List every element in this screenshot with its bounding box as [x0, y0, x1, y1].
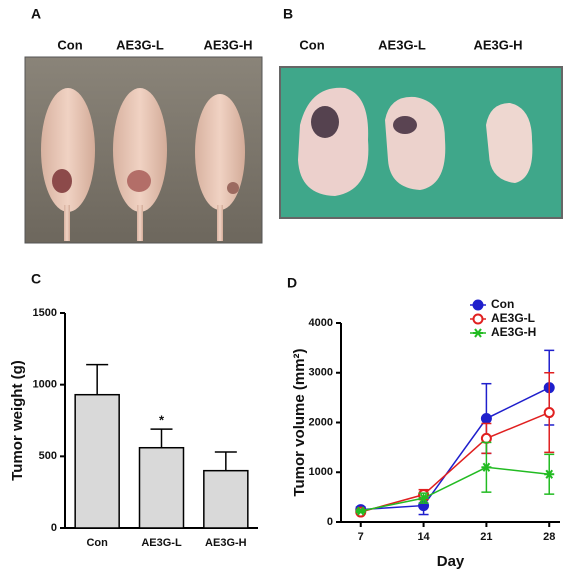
y-tick-label: 0: [327, 516, 333, 528]
error-bar: [150, 428, 173, 448]
x-tick-label: 21: [480, 531, 492, 543]
x-tick-label: 7: [358, 531, 364, 543]
marker: [543, 407, 555, 419]
x-tick-label: AE3G-L: [141, 537, 182, 549]
bar: [203, 469, 249, 529]
y-tick-label: 1000: [309, 466, 333, 478]
error-bar: [214, 451, 237, 471]
y-tick-label: 1000: [33, 379, 57, 391]
series-line: [360, 466, 550, 512]
panel-label: C: [31, 271, 41, 287]
legend-label: AE3G-H: [491, 325, 536, 339]
x-tick-label: 14: [417, 531, 430, 543]
annotation: *: [159, 413, 165, 428]
y-tick-label: 500: [39, 450, 57, 462]
marker: [544, 469, 555, 479]
y-tick-label: 4000: [309, 317, 333, 329]
marker: [473, 328, 483, 338]
y-axis-label: Tumor weight (g): [9, 360, 26, 481]
photo-b: [279, 66, 563, 219]
error-bar: [86, 363, 109, 395]
panel-label: A: [31, 6, 41, 22]
marker: [355, 506, 366, 516]
marker-stroke: [474, 328, 482, 338]
legend-label: Con: [491, 297, 514, 311]
panel-label: B: [283, 6, 293, 22]
bar: [74, 393, 120, 529]
y-axis-label: Tumor volume (mm²): [291, 348, 308, 496]
series-line: [360, 387, 550, 511]
marker-stroke: [482, 462, 491, 472]
marker: [472, 299, 484, 311]
photo-caption: Con: [57, 37, 82, 52]
photo-caption: AE3G-L: [116, 37, 164, 52]
photo-caption: AE3G-H: [473, 37, 522, 52]
x-axis-label: Day: [437, 553, 465, 570]
x-tick-label: 28: [543, 531, 555, 543]
y-tick-label: 3000: [309, 367, 333, 379]
photo-caption: AE3G-L: [378, 37, 426, 52]
photo-caption: Con: [299, 37, 324, 52]
marker: [480, 413, 492, 425]
marker: [472, 313, 484, 325]
marker: [480, 432, 492, 444]
y-tick-label: 0: [51, 522, 57, 534]
marker: [481, 462, 492, 472]
panel-label: D: [287, 275, 297, 291]
x-tick-label: AE3G-H: [205, 537, 247, 549]
y-tick-label: 1500: [33, 307, 57, 319]
marker: [418, 493, 429, 503]
marker-stroke: [419, 493, 428, 503]
y-tick-label: 2000: [309, 416, 333, 428]
photo-a: [24, 56, 263, 244]
series-line: [360, 411, 550, 513]
marker-stroke: [545, 469, 554, 479]
photo-caption: AE3G-H: [203, 37, 252, 52]
x-tick-label: Con: [86, 537, 108, 549]
bar: [138, 446, 185, 529]
legend-label: AE3G-L: [491, 311, 535, 325]
marker-stroke: [356, 506, 365, 516]
